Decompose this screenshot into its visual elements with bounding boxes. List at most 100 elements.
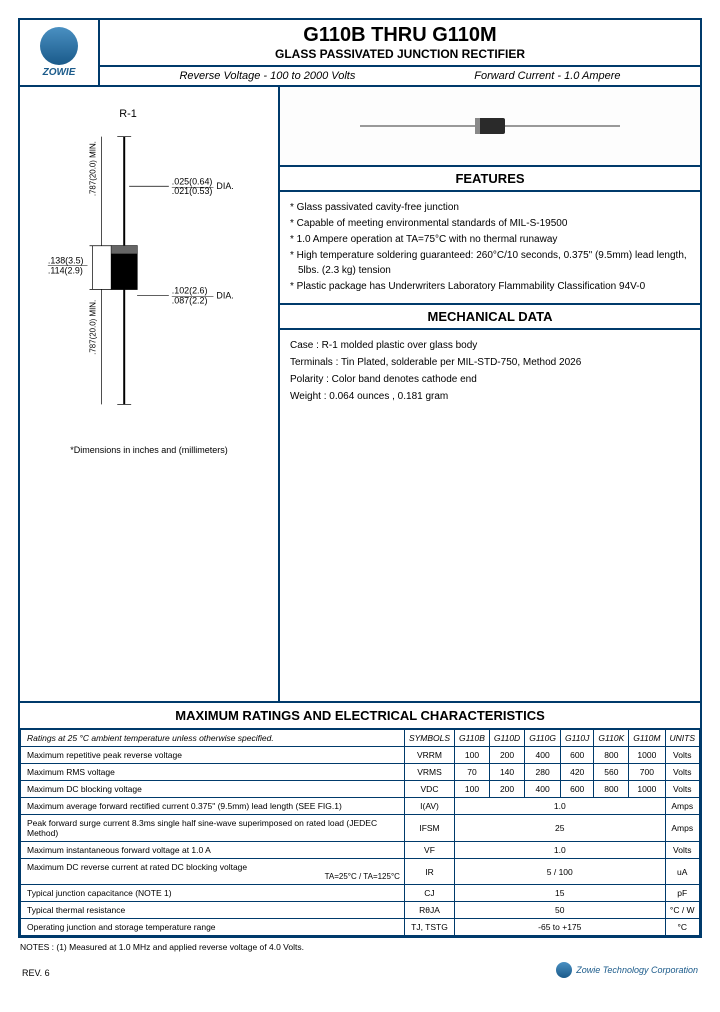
diode-photo-icon: [350, 106, 630, 146]
footer-corp: Zowie Technology Corporation: [576, 965, 698, 975]
table-row: Maximum DC blocking voltageVDC1002004006…: [21, 781, 700, 798]
table-row: Maximum repetitive peak reverse voltageV…: [21, 747, 700, 764]
row-symbol: RθJA: [404, 902, 454, 919]
datasheet-page: ZOWIE G110B THRU G110M GLASS PASSIVATED …: [18, 18, 702, 938]
row-symbol: I(AV): [404, 798, 454, 815]
table-row: Typical thermal resistanceRθJA50°C / W: [21, 902, 700, 919]
zowie-logo-small-icon: [556, 962, 572, 978]
zowie-logo-icon: [40, 27, 78, 65]
dimension-note: *Dimensions in inches and (millimeters): [30, 445, 268, 455]
row-value: 600: [560, 747, 593, 764]
feature-item: High temperature soldering guaranteed: 2…: [290, 248, 690, 278]
row-value: 1000: [629, 747, 665, 764]
ratings-table: Ratings at 25 °C ambient temperature unl…: [20, 729, 700, 936]
row-value: 100: [455, 781, 490, 798]
table-row: Maximum average forward rectified curren…: [21, 798, 700, 815]
row-value: 800: [594, 781, 629, 798]
component-photo: [280, 87, 700, 167]
svg-text:.025(0.64): .025(0.64): [172, 176, 213, 186]
row-symbol: VRMS: [404, 764, 454, 781]
svg-text:.021(0.53): .021(0.53): [172, 186, 213, 196]
row-value: 100: [455, 747, 490, 764]
row-symbol: VF: [404, 842, 454, 859]
row-unit: °C: [665, 919, 700, 936]
row-unit: °C / W: [665, 902, 700, 919]
feature-item: Plastic package has Underwriters Laborat…: [290, 279, 690, 294]
col-part: G110G: [525, 730, 561, 747]
col-part: G110J: [560, 730, 593, 747]
notes-line: NOTES : (1) Measured at 1.0 MHz and appl…: [18, 938, 702, 956]
brand-name: ZOWIE: [43, 67, 76, 78]
row-span-value: -65 to +175: [455, 919, 665, 936]
row-unit: Volts: [665, 781, 700, 798]
row-value: 420: [560, 764, 593, 781]
svg-text:.787(20.0) MIN.: .787(20.0) MIN.: [88, 141, 97, 196]
row-symbol: TJ, TSTG: [404, 919, 454, 936]
row-unit: Volts: [665, 764, 700, 781]
svg-text:R-1: R-1: [119, 108, 137, 120]
col-symbols: SYMBOLS: [404, 730, 454, 747]
ratings-heading: MAXIMUM RATINGS AND ELECTRICAL CHARACTER…: [20, 701, 700, 729]
row-value: 1000: [629, 781, 665, 798]
feature-item: 1.0 Ampere operation at TA=75°C with no …: [290, 232, 690, 247]
row-span-value: 25: [455, 815, 665, 842]
forward-current-spec: Forward Current - 1.0 Ampere: [474, 70, 620, 82]
row-label: Maximum DC reverse current at rated DC b…: [21, 859, 405, 885]
row-value: 560: [594, 764, 629, 781]
table-row: Maximum instantaneous forward voltage at…: [21, 842, 700, 859]
part-title: G110B THRU G110M: [303, 24, 496, 47]
right-column: FEATURES Glass passivated cavity-free ju…: [280, 87, 700, 701]
row-unit: pF: [665, 885, 700, 902]
mech-polarity: Polarity : Color band denotes cathode en…: [290, 372, 690, 387]
table-row: Typical junction capacitance (NOTE 1)CJ1…: [21, 885, 700, 902]
row-symbol: IR: [404, 859, 454, 885]
row-label: Operating junction and storage temperatu…: [21, 919, 405, 936]
package-diagram-cell: R-1 .025(0.64) .021(0.53) DIA. .138(3.5): [20, 87, 280, 701]
features-body: Glass passivated cavity-free junction Ca…: [280, 192, 700, 303]
table-row: Maximum RMS voltageVRMS70140280420560700…: [21, 764, 700, 781]
row-value: 400: [525, 781, 561, 798]
svg-text:DIA.: DIA.: [216, 181, 233, 191]
row-symbol: VRRM: [404, 747, 454, 764]
row-span-value: 5 / 100: [455, 859, 665, 885]
row-value: 200: [489, 747, 524, 764]
row-value: 70: [455, 764, 490, 781]
table-row: Operating junction and storage temperatu…: [21, 919, 700, 936]
row-label: Maximum RMS voltage: [21, 764, 405, 781]
mech-case: Case : R-1 molded plastic over glass bod…: [290, 338, 690, 353]
row-unit: Volts: [665, 842, 700, 859]
svg-text:.087(2.2): .087(2.2): [172, 295, 208, 305]
feature-item: Capable of meeting environmental standar…: [290, 216, 690, 231]
package-outline-icon: R-1 .025(0.64) .021(0.53) DIA. .138(3.5): [30, 97, 268, 434]
row-span-value: 1.0: [455, 798, 665, 815]
header-row: ZOWIE G110B THRU G110M GLASS PASSIVATED …: [20, 20, 700, 87]
title-cell: G110B THRU G110M GLASS PASSIVATED JUNCTI…: [100, 20, 700, 67]
row-value: 600: [560, 781, 593, 798]
row-value: 200: [489, 781, 524, 798]
row-symbol: CJ: [404, 885, 454, 902]
row-span-value: 15: [455, 885, 665, 902]
spec-row: Reverse Voltage - 100 to 2000 Volts Forw…: [100, 67, 700, 87]
mech-terminals: Terminals : Tin Plated, solderable per M…: [290, 355, 690, 370]
logo-cell: ZOWIE: [20, 20, 100, 87]
mechanical-body: Case : R-1 molded plastic over glass bod…: [280, 330, 700, 414]
row-unit: Amps: [665, 815, 700, 842]
row-unit: Amps: [665, 798, 700, 815]
row-value: 140: [489, 764, 524, 781]
row-label: Maximum instantaneous forward voltage at…: [21, 842, 405, 859]
part-subtitle: GLASS PASSIVATED JUNCTION RECTIFIER: [275, 47, 525, 61]
reverse-voltage-spec: Reverse Voltage - 100 to 2000 Volts: [179, 70, 355, 82]
feature-item: Glass passivated cavity-free junction: [290, 200, 690, 215]
page-footer: REV. 6 Zowie Technology Corporation: [18, 956, 702, 978]
features-list: Glass passivated cavity-free junction Ca…: [290, 200, 690, 294]
row-label: Maximum repetitive peak reverse voltage: [21, 747, 405, 764]
row-label: Typical junction capacitance (NOTE 1): [21, 885, 405, 902]
row-span-value: 50: [455, 902, 665, 919]
row-value: 700: [629, 764, 665, 781]
table-row: Peak forward surge current 8.3ms single …: [21, 815, 700, 842]
svg-text:DIA.: DIA.: [216, 290, 233, 300]
row-value: 400: [525, 747, 561, 764]
mid-row: R-1 .025(0.64) .021(0.53) DIA. .138(3.5): [20, 87, 700, 701]
row-unit: Volts: [665, 747, 700, 764]
row-value: 280: [525, 764, 561, 781]
